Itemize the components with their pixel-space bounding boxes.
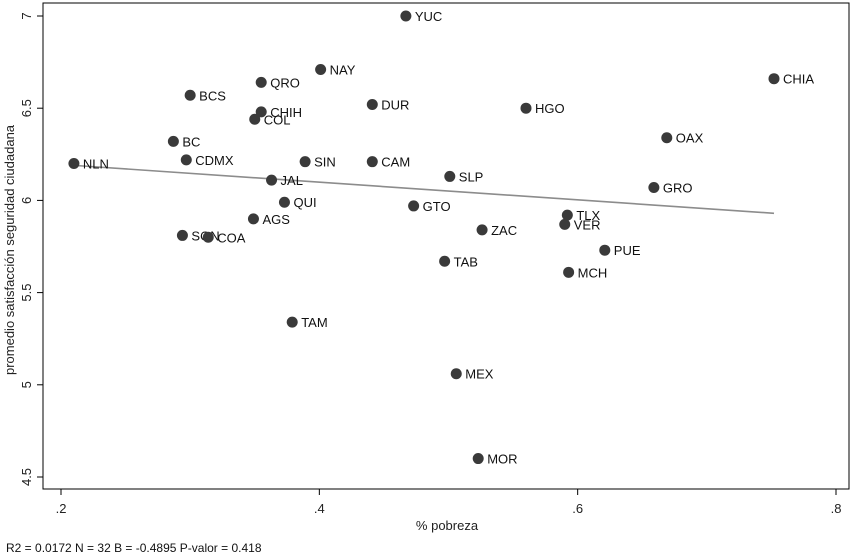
data-point xyxy=(476,224,488,236)
data-point xyxy=(559,218,571,230)
point-label: NAY xyxy=(330,62,356,77)
y-tick-label: 5.5 xyxy=(19,284,34,302)
point-label: MOR xyxy=(487,452,517,467)
data-point xyxy=(472,453,484,465)
data-point xyxy=(599,244,611,256)
x-axis-title: % pobreza xyxy=(416,518,479,533)
x-tick-label: .6 xyxy=(572,501,583,516)
point-label: COL xyxy=(264,112,291,127)
point-label: PUE xyxy=(614,243,641,258)
data-point xyxy=(184,89,196,101)
data-point xyxy=(180,154,192,166)
y-tick-label: 4.5 xyxy=(19,468,34,486)
point-label: QRO xyxy=(270,75,300,90)
point-label: QUI xyxy=(293,195,316,210)
point-label: TAB xyxy=(454,254,478,269)
y-tick-label: 6.5 xyxy=(19,99,34,117)
data-point xyxy=(444,170,456,182)
data-point xyxy=(286,316,298,328)
data-point xyxy=(563,266,575,278)
point-label: AGS xyxy=(262,212,290,227)
plot-frame xyxy=(42,2,850,490)
data-point xyxy=(278,196,290,208)
axes: .2 .4 .6 .8 4.5 5 5.5 6 6.5 7 xyxy=(19,2,850,516)
data-point xyxy=(661,132,673,144)
y-axis-title: promedio satisfacción seguridad ciudadan… xyxy=(2,124,17,375)
x-tick-label: .2 xyxy=(56,501,67,516)
data-point xyxy=(520,102,532,114)
data-point xyxy=(202,231,214,243)
point-label: TAM xyxy=(301,315,327,330)
y-tick-label: 5 xyxy=(19,381,34,388)
data-point xyxy=(249,113,261,125)
point-label: DUR xyxy=(381,98,409,113)
point-label: OAX xyxy=(676,131,704,146)
point-label: CDMX xyxy=(195,153,234,168)
point-label: CHIA xyxy=(783,72,814,87)
point-label: COA xyxy=(217,230,246,245)
y-tick-label: 6 xyxy=(19,197,34,204)
data-point xyxy=(400,10,412,22)
data-point xyxy=(450,368,462,380)
point-label: ZAC xyxy=(491,223,517,238)
data-point xyxy=(648,181,660,193)
data-point xyxy=(561,209,573,221)
data-point xyxy=(299,156,311,168)
point-label: HGO xyxy=(535,101,565,116)
point-label: GRO xyxy=(663,180,693,195)
point-label: CHIH xyxy=(270,105,302,120)
data-point xyxy=(266,174,278,186)
x-tick-label: .4 xyxy=(314,501,325,516)
data-point xyxy=(366,99,378,111)
data-point xyxy=(768,73,780,85)
point-label: SIN xyxy=(314,155,336,170)
point-label: BCS xyxy=(199,88,226,103)
y-tick-label: 7 xyxy=(19,12,34,19)
point-label: BC xyxy=(182,134,200,149)
point-label: JAL xyxy=(281,173,303,188)
point-label: NLN xyxy=(83,157,109,172)
regression-note: R2 = 0.0172 N = 32 B = -0.4895 P-valor =… xyxy=(6,541,262,555)
data-point xyxy=(439,255,451,267)
data-point xyxy=(167,135,179,147)
data-point xyxy=(68,158,80,170)
point-label: MCH xyxy=(578,265,608,280)
point-label: SLP xyxy=(459,169,484,184)
point-label: VER xyxy=(574,217,601,232)
data-point xyxy=(247,213,259,225)
point-label: TLX xyxy=(576,208,600,223)
data-point xyxy=(255,76,267,88)
point-label: YUC xyxy=(415,9,442,24)
data-point xyxy=(366,156,378,168)
data-point xyxy=(176,229,188,241)
point-label: MEX xyxy=(465,367,494,382)
point-label: GTO xyxy=(423,199,451,214)
fit-line-group xyxy=(73,164,775,215)
x-tick-label: .8 xyxy=(831,501,842,516)
fit-line xyxy=(73,164,775,215)
data-point xyxy=(255,106,267,118)
data-point xyxy=(315,63,327,75)
point-label: CAM xyxy=(381,155,410,170)
data-point xyxy=(408,200,420,212)
